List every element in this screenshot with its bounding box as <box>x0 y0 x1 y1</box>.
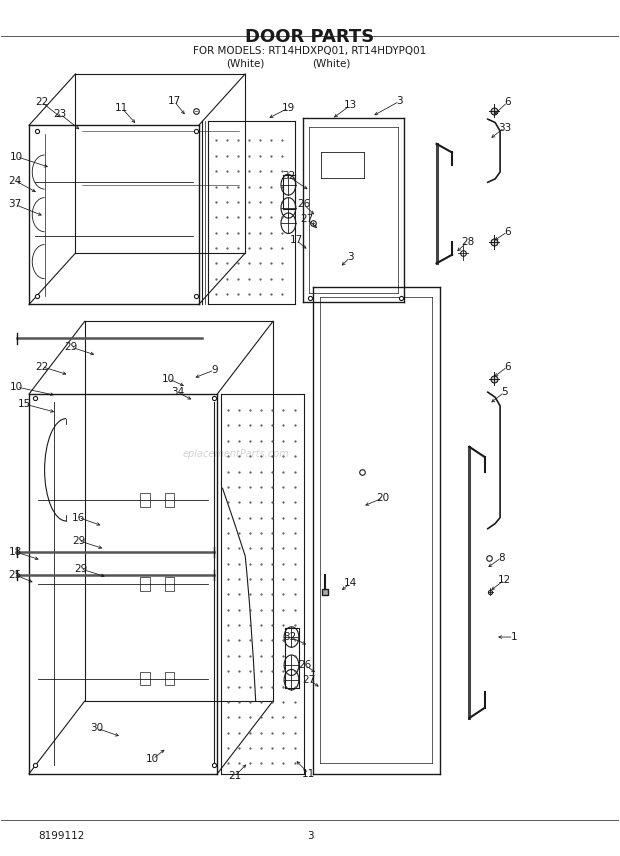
Text: 33: 33 <box>498 122 511 133</box>
Text: 10: 10 <box>11 152 24 162</box>
Text: 23: 23 <box>53 109 66 119</box>
Text: 14: 14 <box>343 579 356 588</box>
Text: 13: 13 <box>343 100 356 110</box>
Text: 8: 8 <box>498 553 505 562</box>
Text: eplacementParts.com: eplacementParts.com <box>182 449 290 459</box>
Text: 3: 3 <box>307 831 313 841</box>
Text: 16: 16 <box>72 513 85 523</box>
Text: 24: 24 <box>8 175 22 186</box>
Text: 29: 29 <box>64 342 77 352</box>
Text: 9: 9 <box>211 365 218 375</box>
Text: 25: 25 <box>8 570 22 580</box>
Bar <box>165 493 174 507</box>
Text: 8199112: 8199112 <box>38 831 85 841</box>
Text: 11: 11 <box>302 769 316 779</box>
Text: 6: 6 <box>504 97 511 107</box>
Text: 37: 37 <box>8 199 22 210</box>
Text: 12: 12 <box>498 575 511 585</box>
Text: 11: 11 <box>115 103 128 113</box>
Text: 26: 26 <box>297 199 311 210</box>
Text: 28: 28 <box>461 237 474 247</box>
Bar <box>140 672 149 686</box>
Text: 10: 10 <box>146 754 159 764</box>
Text: 29: 29 <box>74 564 87 574</box>
Text: DOOR PARTS: DOOR PARTS <box>246 28 374 46</box>
Text: FOR MODELS: RT14HDXPQ01, RT14HDYPQ01: FOR MODELS: RT14HDXPQ01, RT14HDYPQ01 <box>193 46 427 56</box>
Text: 22: 22 <box>35 97 48 107</box>
Bar <box>165 672 174 686</box>
Text: 1: 1 <box>510 632 517 642</box>
Text: 20: 20 <box>376 493 389 503</box>
Text: 19: 19 <box>281 103 295 113</box>
Text: 27: 27 <box>300 214 314 224</box>
Text: 32: 32 <box>281 171 295 181</box>
Text: 27: 27 <box>302 675 316 685</box>
Bar <box>165 577 174 591</box>
Bar <box>140 493 149 507</box>
Text: 5: 5 <box>501 387 508 397</box>
Text: 17: 17 <box>290 235 303 246</box>
Text: 10: 10 <box>11 382 24 392</box>
Text: 6: 6 <box>504 227 511 237</box>
Text: 34: 34 <box>170 387 184 397</box>
Text: (White): (White) <box>226 59 264 68</box>
Text: 26: 26 <box>298 660 312 670</box>
Text: 10: 10 <box>161 373 175 383</box>
Bar <box>140 577 149 591</box>
Text: 15: 15 <box>18 399 32 409</box>
Text: 18: 18 <box>8 547 22 556</box>
Text: 3: 3 <box>347 253 353 262</box>
Text: 22: 22 <box>35 361 48 372</box>
Text: 6: 6 <box>504 361 511 372</box>
Text: 29: 29 <box>72 536 85 545</box>
Text: 3: 3 <box>396 96 403 106</box>
Text: 30: 30 <box>91 723 104 734</box>
Text: 32: 32 <box>283 632 297 642</box>
Text: 17: 17 <box>167 96 181 106</box>
Text: 21: 21 <box>228 771 241 782</box>
Text: (White): (White) <box>312 59 351 68</box>
